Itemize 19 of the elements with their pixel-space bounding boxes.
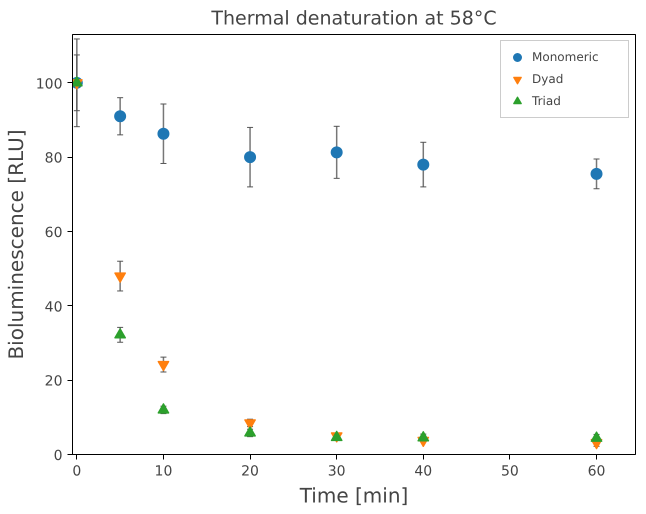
x-axis-title: Time [min] <box>298 484 408 508</box>
y-tick-label: 60 <box>44 224 63 241</box>
y-tick-label: 100 <box>36 76 63 92</box>
chart-title: Thermal denaturation at 58°C <box>210 8 497 30</box>
y-axis-title: Bioluminescence [RLU] <box>4 129 28 360</box>
legend-label: Monomeric <box>532 50 600 64</box>
y-tick-label: 80 <box>44 150 63 167</box>
x-tick-label: 50 <box>501 464 519 480</box>
x-tick-label: 20 <box>241 464 259 480</box>
y-tick-label: 0 <box>54 448 63 464</box>
legend-label: Dyad <box>532 72 564 86</box>
legend-label: Triad <box>532 94 562 108</box>
x-tick-label: 0 <box>72 464 82 480</box>
x-tick-label: 30 <box>328 464 346 480</box>
y-tick-label: 20 <box>44 374 63 390</box>
x-tick-label: 10 <box>154 464 172 480</box>
x-tick-label: 40 <box>414 464 432 480</box>
y-tick-label: 40 <box>44 299 63 316</box>
x-tick-label: 60 <box>588 464 606 480</box>
